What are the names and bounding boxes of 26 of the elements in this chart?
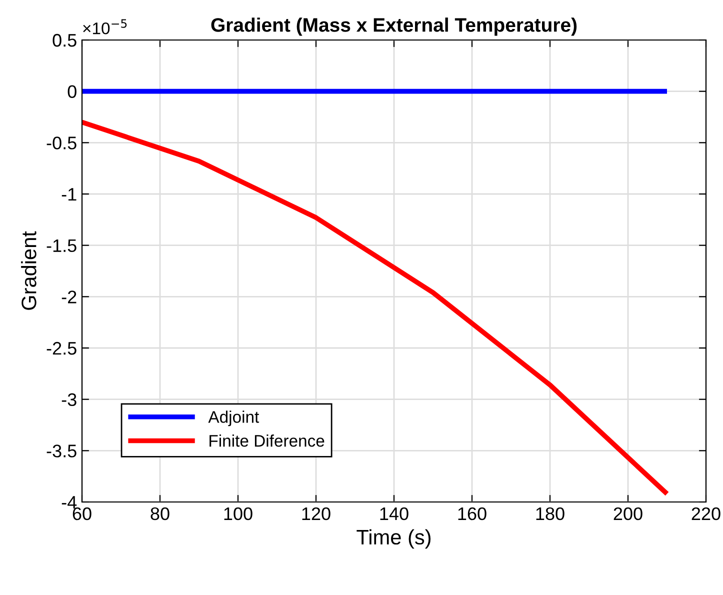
legend-label: Adjoint (208, 410, 260, 426)
chart-title: Gradient (Mass x External Temperature) (211, 18, 577, 36)
x-tick-label: 160 (458, 507, 486, 520)
line-series (82, 120, 670, 496)
text: ×10$^{−5}$ (83, 19, 127, 34)
x-tick-label: 200 (614, 507, 642, 520)
x-tick-label: 220 (692, 507, 720, 520)
x-tick-label: 180 (536, 507, 564, 520)
y-tick-label: -1 (62, 188, 76, 201)
y-tick-label: 0 (68, 85, 76, 98)
y-tick-label: -0.5 (46, 136, 76, 150)
y-tick-label: -3 (62, 393, 76, 406)
y-axis-title: Gradient (21, 231, 36, 310)
y-tick-label: -2.5 (46, 342, 76, 355)
x-tick-label: 100 (224, 507, 252, 520)
x-tick-label: 140 (380, 507, 408, 520)
y-tick-label: -2 (62, 290, 76, 304)
x-tick-label: 60 (72, 507, 92, 520)
y-tick-label: -4 (62, 496, 77, 509)
y-tick-label: 0.5 (52, 34, 76, 47)
x-axis-title: Time (s) (356, 529, 431, 549)
x-tick-label: 120 (302, 507, 330, 520)
legend-label: Finite Diference (210, 434, 324, 447)
x-tick-label: 80 (150, 507, 170, 520)
y-tick-label: -3.5 (46, 444, 76, 458)
y-tick-label: -1.5 (46, 239, 76, 252)
